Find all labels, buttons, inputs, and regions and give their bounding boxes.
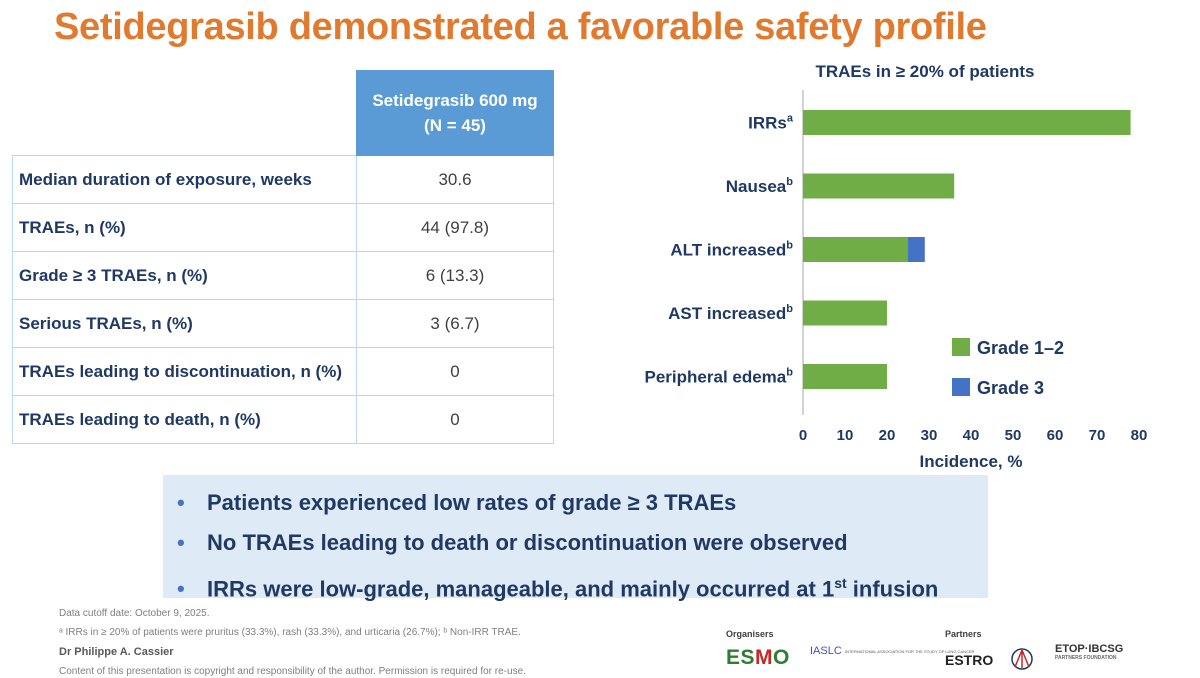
- row-value: 0: [356, 347, 554, 396]
- x-tick-label: 10: [837, 427, 854, 444]
- row-value: 3 (6.7): [356, 299, 554, 348]
- row-value: 44 (97.8): [356, 203, 554, 252]
- partners-label: Partners: [945, 629, 982, 639]
- table-row: TRAEs leading to discontinuation, n (%) …: [12, 347, 554, 396]
- bullet-superscript: st: [834, 575, 847, 591]
- row-value: 0: [356, 395, 554, 444]
- etop-logo-subtext: PARTNERS FOUNDATION: [1055, 655, 1117, 661]
- bullet-item: • No TRAEs leading to death or discontinu…: [177, 523, 988, 563]
- bar-segment: [803, 364, 887, 389]
- x-tick-label: 20: [879, 427, 896, 444]
- chart-title: TRAEs in ≥ 20% of patients: [815, 62, 1034, 81]
- category-label: AST increasedb: [668, 303, 793, 323]
- etop-ibcsg-logo: ETOP·IBCSG PARTNERS FOUNDATION: [1055, 643, 1123, 661]
- bullet-text: Patients experienced low rates of grade …: [207, 490, 737, 515]
- safety-table: Setidegrasib 600 mg (N = 45) Median dura…: [12, 70, 554, 444]
- key-points-box: • Patients experienced low rates of grade…: [163, 475, 988, 601]
- row-label: TRAEs leading to death, n (%): [12, 395, 357, 444]
- table-header-line1: Setidegrasib 600 mg: [372, 91, 538, 110]
- iaslc-logo-subtext: INTERNATIONAL ASSOCIATION FOR THE STUDY …: [844, 648, 975, 654]
- category-label: Nauseab: [726, 176, 793, 196]
- bullet-item: • Patients experienced low rates of grade…: [177, 483, 988, 523]
- x-tick-label: 80: [1131, 427, 1148, 444]
- table-row: Serious TRAEs, n (%) 3 (6.7): [12, 299, 554, 348]
- table-header-row: Setidegrasib 600 mg (N = 45): [13, 70, 554, 156]
- bar-segment: [803, 237, 908, 262]
- bullet-icon: •: [177, 530, 185, 555]
- row-label: TRAEs leading to discontinuation, n (%): [12, 347, 357, 396]
- row-label: Serious TRAEs, n (%): [12, 299, 357, 348]
- bullet-icon: •: [177, 576, 185, 602]
- bullet-text-end: infusion: [846, 576, 939, 602]
- slide-title: Setidegrasib demonstrated a favorable sa…: [54, 6, 987, 48]
- legend-swatch: [952, 338, 970, 356]
- table-header-line2: (N = 45): [424, 116, 486, 135]
- bar-segment: [803, 173, 955, 199]
- legend-label: Grade 3: [977, 378, 1044, 398]
- row-label: TRAEs, n (%): [12, 203, 357, 252]
- esmo-logo-part: ES: [726, 646, 756, 669]
- etop-logo-text: ETOP·IBCSG: [1055, 643, 1124, 655]
- esmo-logo-m: M: [755, 646, 774, 669]
- trae-bar-chart: TRAEs in ≥ 20% of patients IRRsa Nauseab AL…: [645, 62, 1148, 471]
- table-row: Grade ≥ 3 TRAEs, n (%) 6 (13.3): [12, 251, 554, 300]
- bullet-item: • IRRs were low-grade, manageable, and ma…: [177, 563, 988, 603]
- x-tick-label: 30: [921, 427, 938, 444]
- cutoff-date: Data cutoff date: October 9, 2025.: [59, 608, 210, 619]
- table-row: TRAEs, n (%) 44 (97.8): [12, 203, 554, 252]
- bar-segment: [803, 300, 887, 326]
- bullet-text: No TRAEs leading to death or discontinua…: [207, 530, 848, 555]
- bullet-text: IRRs were low-grade, manageable, and mai…: [207, 576, 835, 602]
- x-axis-label: Incidence, %: [920, 452, 1023, 471]
- copyright-notice: Content of this presentation is copyrigh…: [59, 666, 526, 677]
- x-tick-label: 40: [963, 427, 980, 444]
- esmo-logo-part: O: [773, 646, 790, 669]
- legend-label: Grade 1–2: [977, 338, 1064, 358]
- legend-swatch: [952, 378, 970, 396]
- x-tick-label: 50: [1005, 427, 1022, 444]
- iaslc-logo-text: IASLC: [810, 645, 842, 657]
- bar-segment: [803, 110, 1131, 135]
- category-label: Peripheral edemab: [645, 367, 794, 387]
- table-row: Median duration of exposure, weeks 30.6: [12, 155, 554, 204]
- iaslc-logo: IASLC INTERNATIONAL ASSOCIATION FOR THE …: [810, 645, 975, 657]
- table-header-cell: Setidegrasib 600 mg (N = 45): [356, 70, 554, 156]
- category-label: IRRsa: [748, 113, 794, 133]
- table-header-blank: [13, 71, 357, 156]
- row-value: 30.6: [356, 155, 554, 204]
- organisers-label: Organisers: [726, 629, 774, 639]
- footnote: ᵃ IRRs in ≥ 20% of patients were pruritu…: [59, 627, 521, 638]
- estro-logo: ESTRO: [945, 652, 994, 668]
- x-tick-label: 0: [799, 427, 807, 444]
- partner-emblem-icon: [1011, 648, 1033, 670]
- category-label: ALT increasedb: [670, 240, 793, 260]
- row-label: Median duration of exposure, weeks: [12, 155, 357, 204]
- x-tick-label: 60: [1047, 427, 1064, 444]
- row-value: 6 (13.3): [356, 251, 554, 300]
- x-tick-label: 70: [1089, 427, 1106, 444]
- presenter-name: Dr Philippe A. Cassier: [59, 646, 174, 658]
- table-row: TRAEs leading to death, n (%) 0: [12, 395, 554, 444]
- bullet-icon: •: [177, 490, 185, 515]
- esmo-logo: ESMO: [726, 646, 790, 670]
- bar-segment: [908, 237, 925, 262]
- row-label: Grade ≥ 3 TRAEs, n (%): [12, 251, 357, 300]
